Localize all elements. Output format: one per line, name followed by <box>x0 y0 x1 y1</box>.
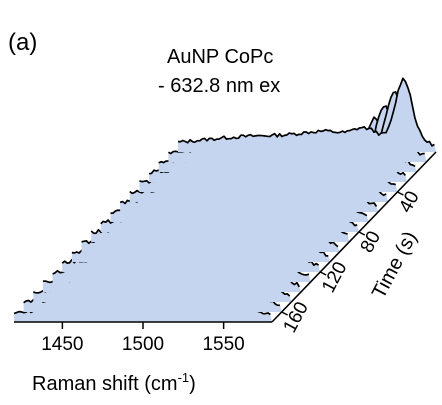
time-tick-label-160: 160 <box>279 298 312 336</box>
spectrum-line-t0 <box>177 77 435 147</box>
time-tick-label-40: 40 <box>395 188 423 217</box>
time-tick-label-80: 80 <box>357 228 385 257</box>
time-tick-160 <box>281 311 288 316</box>
spectra-traces <box>13 77 436 322</box>
time-tick-40 <box>397 191 404 196</box>
x-axis-label-superscript: -1 <box>178 370 190 385</box>
time-tick-80 <box>358 231 366 236</box>
time-axis-line <box>271 151 437 323</box>
x-axis-label-main: Raman shift (cm <box>32 373 178 395</box>
panel-label: (a) <box>8 29 37 56</box>
x-axis-ticks: 1450 1500 1550 <box>41 322 245 355</box>
chart-title-line1: AuNP CoPc <box>167 46 273 68</box>
x-tick-label-1450: 1450 <box>41 334 83 355</box>
x-axis-label-close: ) <box>189 373 196 395</box>
time-tick-label-120: 120 <box>318 258 351 296</box>
x-tick-label-1550: 1550 <box>202 334 244 355</box>
x-axis-label: Raman shift (cm-1) <box>32 370 196 395</box>
x-tick-label-1500: 1500 <box>122 334 164 355</box>
spectrum-fill-t0 <box>178 78 436 152</box>
chart-title-line2: - 632.8 nm ex <box>158 75 280 97</box>
time-tick-120 <box>319 271 327 276</box>
